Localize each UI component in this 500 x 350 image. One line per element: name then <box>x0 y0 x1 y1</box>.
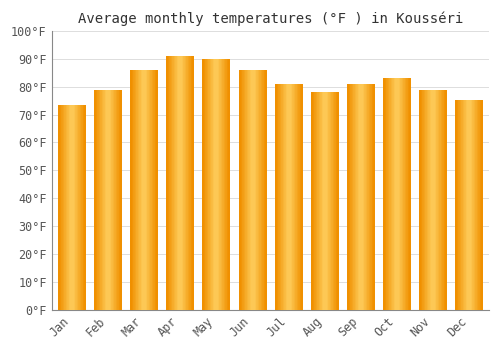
Title: Average monthly temperatures (°F ) in Kousséri: Average monthly temperatures (°F ) in Ko… <box>78 11 463 26</box>
